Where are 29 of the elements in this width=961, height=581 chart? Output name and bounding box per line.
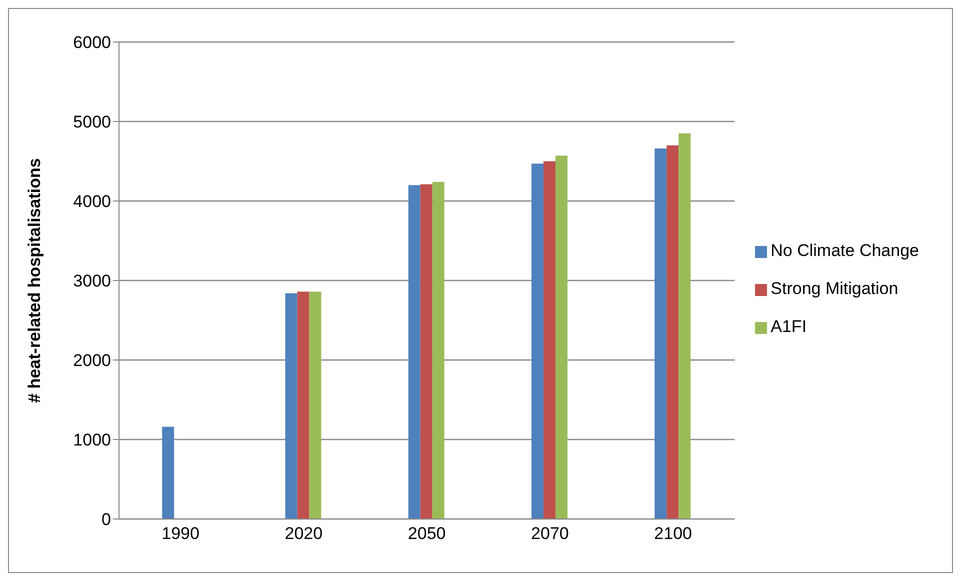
x-tick-label: 2100 [654,524,692,544]
y-tick-label: 4000 [73,192,111,212]
bar [420,184,432,519]
x-tick-label: 1990 [162,524,200,544]
bar [309,292,322,519]
legend-label: A1FI [770,317,807,336]
bar [654,148,667,519]
x-tick-label: 2020 [284,524,323,544]
bar [666,145,679,519]
y-tick-label: 0 [102,510,111,530]
bar [408,185,420,519]
y-tick-label: 5000 [73,112,111,132]
x-tick-label: 2050 [408,524,446,544]
bar [285,293,298,519]
legend-label: Strong Mitigation [770,279,898,298]
legend-label: No Climate Change [770,241,919,260]
bar [162,426,174,519]
bar [543,161,556,519]
x-tick-label: 2070 [531,524,569,544]
y-tick-label: 1000 [73,430,111,450]
y-tick-label: 6000 [73,33,111,52]
bar [297,292,310,519]
y-tick-label: 3000 [73,272,111,291]
bar [678,133,691,519]
bar [432,182,444,519]
y-axis-title: # heat-related hospitalisations [25,158,44,403]
y-tick-label: 2000 [73,351,111,370]
bar [555,156,568,519]
bar [531,164,544,519]
